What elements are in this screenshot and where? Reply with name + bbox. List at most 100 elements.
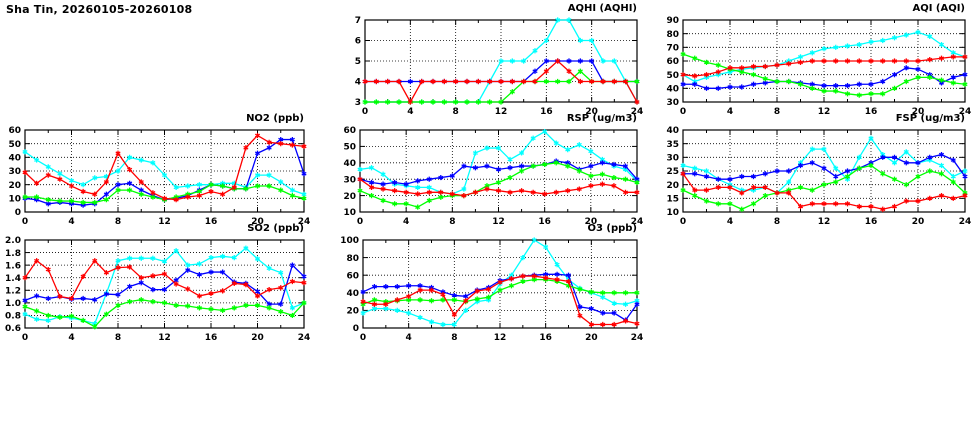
x-tick-label: 20: [251, 333, 264, 343]
x-tick-label: 12: [495, 107, 508, 117]
chart-svg-no2: 0 10 20 30 40 50 60 0 4 8 12 16 20 24: [8, 126, 310, 227]
x-tick-label: 12: [818, 217, 831, 227]
y-tick-label: 5: [355, 57, 361, 67]
chart-svg-aqhi: 3 4 5 6 7 0 4 8 12 16 20 24: [355, 16, 644, 117]
chart-panel-o3: O3 (ppb) 0 20 40 60 80 100 0 4 8 12 16 20 24: [335, 223, 645, 344]
x-tick-label: 20: [251, 217, 264, 227]
x-tick-label: 0: [362, 107, 368, 117]
y-tick-label: 20: [8, 181, 21, 191]
x-tick-label: 0: [680, 107, 686, 117]
y-tick-label: 50: [8, 140, 21, 150]
y-tick-label: 30: [343, 175, 356, 185]
y-tick-label: 1.8: [5, 249, 21, 259]
chart-title-no2: NO2 (ppb): [246, 113, 304, 124]
x-tick-label: 4: [403, 217, 409, 227]
x-tick-label: 16: [538, 217, 551, 227]
y-tick-label: 35: [666, 140, 679, 150]
x-tick-label: 8: [449, 217, 455, 227]
y-tick-label: 0.8: [5, 312, 21, 322]
x-tick-label: 0: [360, 333, 366, 343]
chart-panel-fsp: FSP (ug/m3) 10 15 20 25 30 35 40 0 4 8 12 16 20 24: [655, 113, 973, 228]
y-tick-label: 30: [666, 154, 679, 164]
series-green: [680, 162, 968, 212]
series-blue: [680, 152, 968, 182]
chart-svg-fsp: 10 15 20 25 30 35 40 0 4 8 12 16 20 24: [666, 126, 972, 227]
y-tick-label: 2.0: [5, 236, 21, 246]
chart-panel-so2: SO2 (ppb) 0.6 0.8 1.0 1.2 1.4 1.6 1.8 2.0 0 4 8 12 16…: [0, 223, 312, 344]
series-red: [680, 54, 968, 79]
series-blue: [680, 65, 968, 91]
series-group: [22, 132, 307, 208]
x-tick-label: 20: [585, 333, 598, 343]
y-tick-label: 40: [346, 289, 359, 299]
x-tick-label: 4: [727, 217, 733, 227]
chart-title-o3: O3 (ppb): [587, 223, 637, 234]
chart-title-so2: SO2 (ppb): [247, 223, 304, 234]
chart-panel-aqhi: AQHI (AQHI) 3 4 5 6 7 0 4 8 12 16 20 24: [340, 3, 645, 118]
chart-svg-rsp: 10 20 30 40 50 60 0 4 8 12 16 20 24: [343, 126, 644, 227]
y-tick-label: 0: [353, 324, 359, 334]
y-tick-label: 20: [346, 307, 359, 317]
x-tick-label: 8: [115, 333, 121, 343]
x-tick-label: 12: [492, 217, 505, 227]
x-tick-label: 12: [818, 107, 831, 117]
series-red: [22, 132, 307, 203]
chart-svg-so2: 0.6 0.8 1.0 1.2 1.4 1.6 1.8 2.0 0 4 8 12 16 20 24: [5, 236, 310, 343]
series-markers: [22, 149, 307, 197]
y-tick-label: 60: [8, 126, 21, 136]
y-tick-label: 70: [666, 44, 679, 54]
series-markers: [362, 58, 640, 105]
x-tick-label: 20: [585, 217, 598, 227]
y-tick-label: 6: [355, 37, 361, 47]
x-tick-label: 8: [451, 333, 457, 343]
chart-panel-rsp: RSP (ug/m3) 10 20 30 40 50 60 0 4 8 12 16 20 24: [335, 113, 645, 228]
y-tick-label: 60: [666, 57, 679, 67]
x-tick-label: 4: [68, 333, 74, 343]
y-tick-label: 90: [666, 16, 679, 26]
x-tick-label: 8: [774, 107, 780, 117]
y-tick-label: 30: [666, 98, 679, 108]
x-tick-label: 16: [865, 217, 878, 227]
y-tick-label: 0.6: [5, 324, 21, 334]
x-tick-label: 0: [680, 217, 686, 227]
series-red: [360, 273, 640, 328]
series-group: [680, 135, 968, 212]
y-tick-label: 1.0: [5, 299, 21, 309]
x-tick-label: 24: [631, 217, 644, 227]
x-tick-label: 24: [959, 217, 972, 227]
y-tick-label: 7: [355, 16, 361, 26]
x-tick-label: 0: [357, 217, 363, 227]
series-markers: [680, 171, 968, 212]
series-markers: [360, 273, 640, 328]
y-tick-label: 60: [343, 126, 356, 136]
chart-title-aqhi: AQHI (AQHI): [567, 3, 637, 14]
series-markers: [680, 152, 968, 182]
y-tick-label: 50: [666, 71, 679, 81]
y-tick-label: 20: [343, 192, 356, 202]
y-tick-label: 80: [346, 254, 359, 264]
x-tick-label: 12: [158, 333, 171, 343]
series-markers: [22, 132, 307, 203]
series-markers: [680, 51, 968, 98]
x-tick-label: 24: [959, 107, 972, 117]
chart-title-aqi: AQI (AQI): [912, 3, 965, 14]
x-tick-label: 12: [158, 217, 171, 227]
series-cyan: [680, 29, 968, 85]
chart-title-rsp: RSP (ug/m3): [566, 113, 637, 124]
x-tick-label: 16: [539, 333, 552, 343]
y-tick-label: 80: [666, 30, 679, 40]
x-tick-label: 16: [865, 107, 878, 117]
chart-panel-no2: NO2 (ppb) 0 10 20 30 40 50 60 0 4 8 12 16 20 24: [0, 113, 312, 228]
y-tick-label: 10: [666, 208, 679, 218]
x-tick-label: 24: [631, 333, 644, 343]
series-markers: [22, 297, 307, 330]
y-tick-label: 15: [666, 195, 679, 205]
y-tick-label: 3: [355, 98, 361, 108]
y-tick-label: 1.2: [5, 286, 21, 296]
x-tick-label: 0: [22, 217, 28, 227]
y-tick-label: 40: [666, 126, 679, 136]
x-tick-label: 4: [406, 333, 412, 343]
page-title: Sha Tin, 20260105-20260108: [6, 3, 193, 16]
series-red: [680, 171, 968, 212]
series-red: [362, 58, 640, 105]
